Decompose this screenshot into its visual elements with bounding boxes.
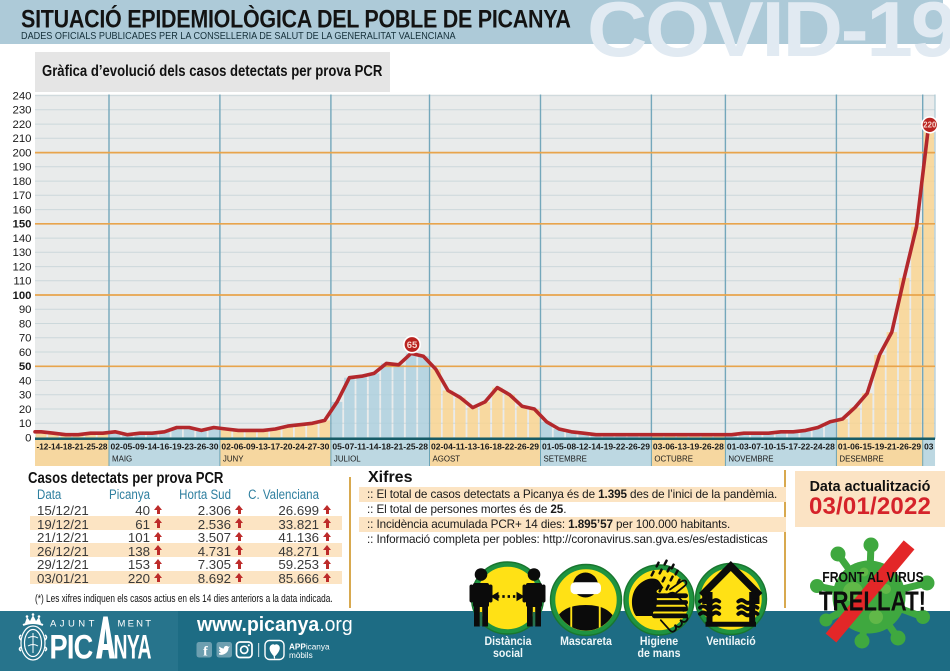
svg-text:160: 160 (12, 204, 31, 216)
svg-text:190: 190 (12, 162, 31, 174)
svg-text:70: 70 (19, 333, 32, 345)
svg-text:170: 170 (12, 190, 31, 202)
svg-text:01-03-07-10-15-17-22-24-28: 01-03-07-10-15-17-22-24-28 (727, 443, 836, 452)
svg-text:200: 200 (12, 147, 31, 159)
svg-text:NYA: NYA (114, 628, 152, 666)
svg-text:140: 140 (12, 233, 31, 245)
svg-text:180: 180 (12, 176, 31, 188)
svg-text:40: 40 (19, 375, 32, 387)
svg-text:PIC: PIC (50, 628, 94, 667)
svg-text:NOVEMBRE: NOVEMBRE (728, 455, 773, 464)
svg-text:65: 65 (407, 340, 418, 351)
svg-text:02-04-11-13-16-18-22-26-29: 02-04-11-13-16-18-22-26-29 (431, 443, 540, 452)
svg-text:240: 240 (12, 90, 31, 102)
svg-text:MENT: MENT (118, 619, 154, 630)
svg-text:-12-14-18-21-25-28: -12-14-18-21-25-28 (37, 443, 109, 452)
svg-text:FRONT AL VIRUS: FRONT AL VIRUS (822, 569, 923, 586)
svg-text:220: 220 (923, 121, 937, 130)
svg-text:30: 30 (19, 390, 32, 402)
svg-text:AGOST: AGOST (433, 455, 461, 464)
svg-text:AJUNT: AJUNT (50, 619, 98, 630)
svg-text:APPicanya: APPicanya (289, 643, 330, 652)
svg-text:100: 100 (12, 290, 31, 302)
svg-text:SETEMBRE: SETEMBRE (544, 455, 587, 464)
svg-text:60: 60 (19, 347, 32, 359)
svg-text:150: 150 (12, 219, 31, 231)
svg-text:OCTUBRE: OCTUBRE (654, 455, 693, 464)
svg-text:05-07-11-14-18-21-25-28: 05-07-11-14-18-21-25-28 (332, 443, 428, 452)
svg-text:20: 20 (19, 404, 32, 416)
svg-text:MAIG: MAIG (112, 455, 132, 464)
svg-text:02-06-09-13-17-20-24-27-30: 02-06-09-13-17-20-24-27-30 (221, 443, 330, 452)
svg-text:220: 220 (12, 119, 31, 131)
svg-text:02-05-09-14-16-19-23-26-30: 02-05-09-14-16-19-23-26-30 (111, 443, 220, 452)
svg-text:0: 0 (25, 432, 31, 444)
svg-text:DESEMBRE: DESEMBRE (839, 455, 883, 464)
svg-text:mòbils: mòbils (289, 651, 313, 660)
svg-text:01-05-08-12-14-19-22-26-29: 01-05-08-12-14-19-22-26-29 (542, 443, 651, 452)
svg-text:80: 80 (19, 318, 32, 330)
svg-text:03-06-13-19-26-28: 03-06-13-19-26-28 (653, 443, 725, 452)
svg-text:03: 03 (924, 443, 934, 452)
svg-text:130: 130 (12, 247, 31, 259)
svg-text:JULIOL: JULIOL (334, 455, 361, 464)
svg-text:210: 210 (12, 133, 31, 145)
svg-text:90: 90 (19, 304, 32, 316)
svg-text:TRELLAT!: TRELLAT! (819, 586, 926, 617)
svg-text:JUNY: JUNY (223, 455, 244, 464)
svg-text:120: 120 (12, 261, 31, 273)
svg-text:f: f (203, 645, 208, 660)
svg-text:10: 10 (19, 418, 32, 430)
svg-text:01-06-15-19-21-26-29: 01-06-15-19-21-26-29 (838, 443, 922, 452)
svg-text:230: 230 (12, 105, 31, 117)
svg-text:50: 50 (19, 361, 32, 373)
svg-text:110: 110 (13, 276, 31, 288)
